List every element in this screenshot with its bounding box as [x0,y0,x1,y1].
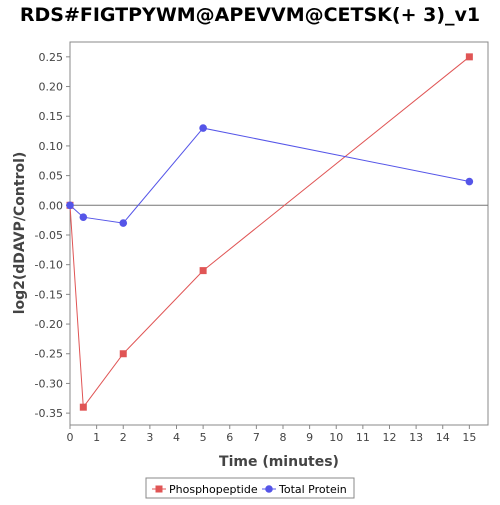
y-tick-label: -0.10 [35,259,63,272]
data-point-phosphopeptide [119,350,127,358]
x-tick-label: 1 [93,431,100,444]
y-tick-label: -0.05 [35,229,63,242]
x-tick-label: 10 [329,431,343,444]
x-tick-label: 7 [253,431,260,444]
x-tick-label: 14 [436,431,450,444]
y-axis-label: log2(dDAVP/Control) [12,152,28,315]
x-tick-label: 5 [200,431,207,444]
legend-marker-phosphopeptide [155,485,163,493]
y-tick-label: 0.10 [39,140,64,153]
x-tick-label: 13 [409,431,423,444]
x-tick-label: 12 [382,431,396,444]
y-axis: -0.35 -0.30 -0.25 -0.20 -0.15 -0.10 -0.05 0.00 0… [35,51,70,420]
data-point-total-protein [119,219,128,227]
x-tick-label: 11 [356,431,370,444]
data-point-phosphopeptide [465,53,473,61]
x-tick-label: 4 [173,431,180,444]
y-tick-label: 0.20 [39,81,64,94]
y-tick-label: 0.00 [39,199,64,212]
x-tick-label: 8 [279,431,286,444]
y-tick-label: 0.15 [39,110,64,123]
plot-area [69,41,489,426]
legend-marker-total-protein [265,485,273,493]
chart-title: RDS#FIGTPYWM@APEVVM@CETSK(+ 3)_v1 [20,4,480,26]
x-tick-label: 15 [462,431,476,444]
x-tick-label: 2 [120,431,127,444]
legend-box [145,477,355,499]
series-layer [66,53,474,411]
x-tick-label: 3 [146,431,153,444]
x-axis-label: Time (minutes) [219,454,339,470]
x-tick-label: 9 [306,431,313,444]
y-tick-label: -0.25 [35,348,63,361]
legend: Phosphopeptide Total Protein [145,477,355,499]
x-tick-label: 0 [67,431,74,444]
legend-label-phosphopeptide: Phosphopeptide [169,483,258,496]
data-point-phosphopeptide [79,403,87,411]
data-point-total-protein [465,177,474,186]
y-tick-label: -0.30 [35,377,63,390]
y-tick-label: -0.20 [35,318,63,331]
legend-label-total-protein: Total Protein [278,483,347,496]
data-point-total-protein [66,201,74,210]
y-tick-label: -0.15 [35,288,63,301]
data-point-total-protein [199,124,207,132]
x-axis: 0 1 2 3 4 5 6 7 8 9 10 11 12 13 14 15 [67,425,476,444]
y-tick-label: 0.25 [39,51,64,64]
y-tick-label: -0.35 [35,407,63,420]
data-point-phosphopeptide [199,267,207,275]
x-tick-label: 6 [226,431,233,444]
data-point-total-protein [79,213,88,221]
y-tick-label: 0.05 [39,170,64,183]
